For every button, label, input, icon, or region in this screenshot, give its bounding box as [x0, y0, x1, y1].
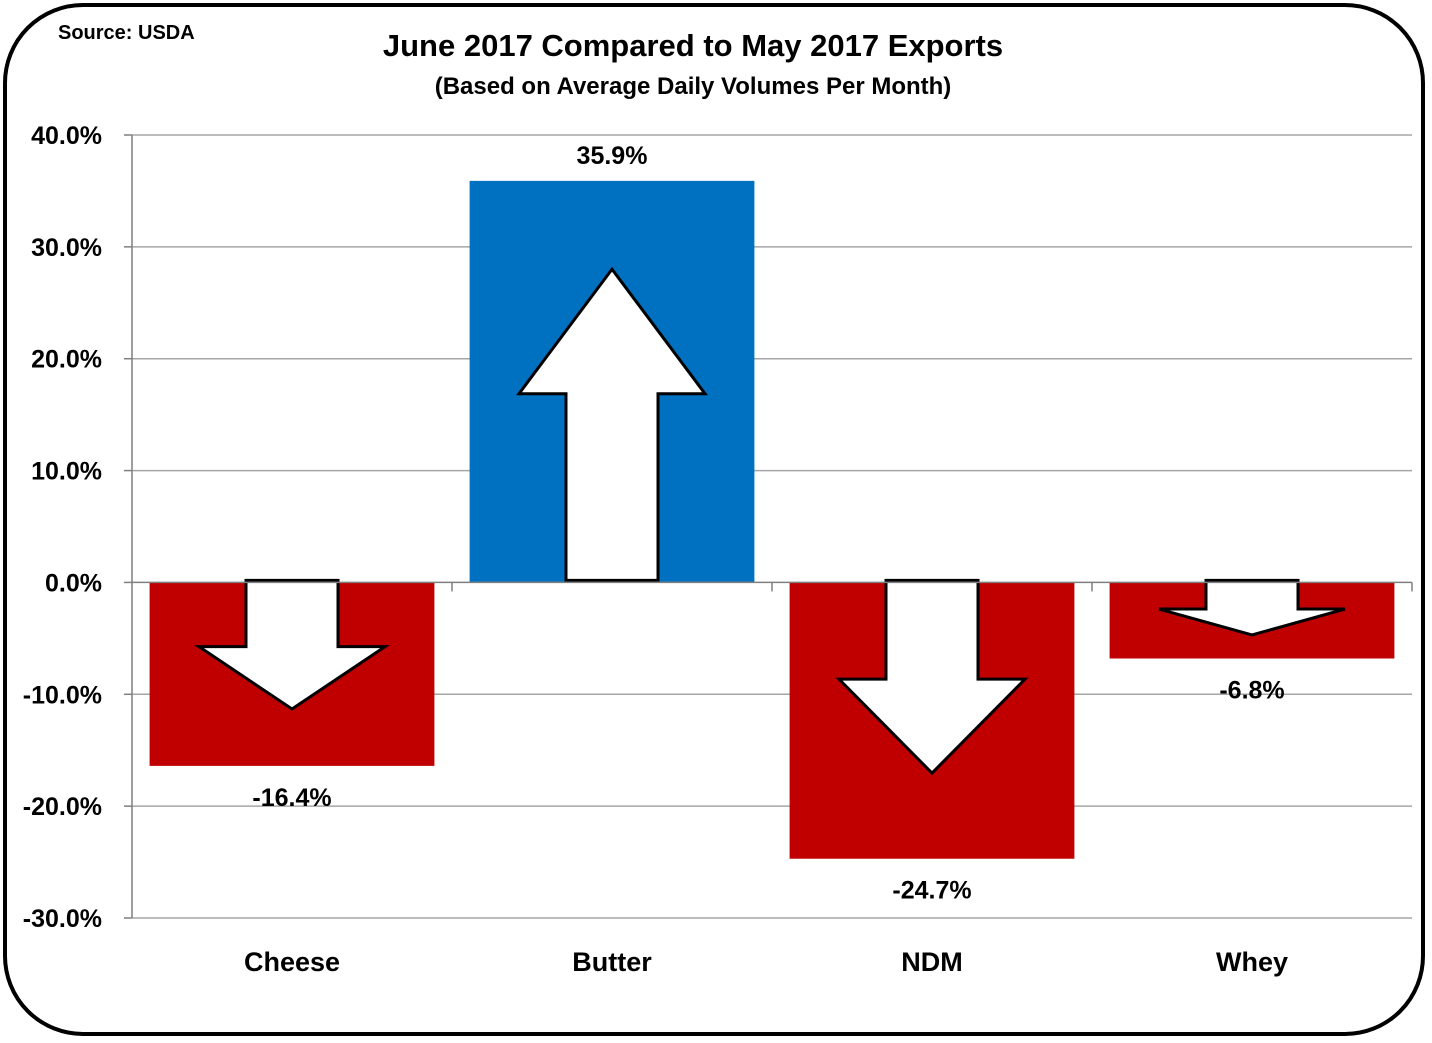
category-label-ndm: NDM — [901, 947, 963, 977]
category-label-cheese: Cheese — [244, 947, 340, 977]
category-label-butter: Butter — [572, 947, 652, 977]
gridlines — [132, 134, 1412, 919]
y-tick-label: 20.0% — [31, 346, 102, 374]
source-note: Source: USDA — [58, 22, 195, 44]
y-tick-label: -10.0% — [23, 681, 102, 709]
arrow-up-icon — [516, 266, 708, 582]
data-label-cheese: -16.4% — [252, 784, 331, 812]
y-tick-label: -20.0% — [23, 793, 102, 821]
labels: 40.0% 30.0% 20.0% 10.0% 0.0% -10.0% -20.0% -30.… — [23, 122, 1288, 977]
data-label-ndm: -24.7% — [892, 877, 971, 905]
bars — [149, 180, 1395, 859]
y-tick-label: -30.0% — [23, 905, 102, 933]
data-label-whey: -6.8% — [1219, 676, 1284, 704]
y-tick-label: 40.0% — [31, 122, 102, 150]
arrow-down-icon — [835, 578, 1029, 776]
category-label-whey: Whey — [1216, 947, 1288, 977]
chart-title: June 2017 Compared to May 2017 Exports — [382, 28, 1004, 63]
data-label-butter: 35.9% — [577, 142, 648, 170]
y-tick-label: 30.0% — [31, 234, 102, 262]
arrows — [194, 266, 1346, 776]
axes — [124, 134, 1413, 919]
arrow-down-icon — [194, 578, 390, 711]
y-tick-label: 0.0% — [45, 569, 102, 597]
arrow-down-icon — [1158, 578, 1346, 637]
chart-subtitle: (Based on Average Daily Volumes Per Mont… — [434, 73, 952, 100]
y-tick-label: 10.0% — [31, 458, 102, 486]
